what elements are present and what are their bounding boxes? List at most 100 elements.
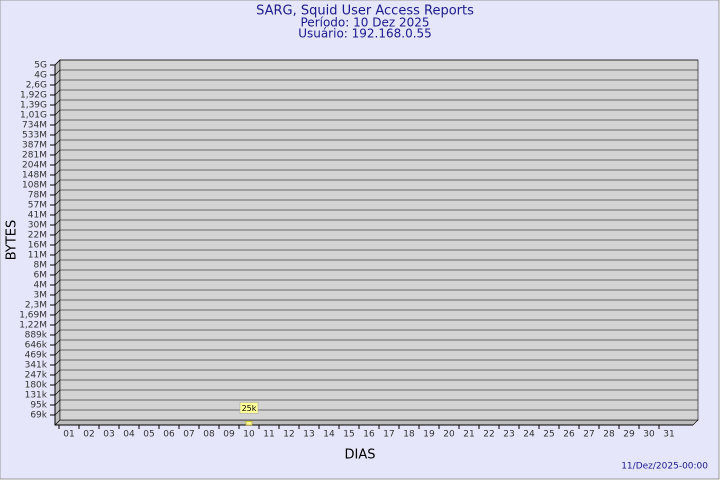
grid-line-depth <box>54 199 61 206</box>
grid-line-depth <box>54 89 61 96</box>
y-tick-label: 131k <box>25 391 48 401</box>
x-tick-label: 21 <box>463 430 474 440</box>
y-tick-label: 4M <box>34 281 48 291</box>
y-tick-label: 533M <box>22 131 47 141</box>
grid-line-depth <box>54 379 61 386</box>
chart-subtitle: Período: 10 Dez 2025 <box>301 16 430 30</box>
x-tick-label: 07 <box>183 430 194 440</box>
y-axis-label: BYTES <box>5 220 20 261</box>
y-tick-label: 95k <box>30 401 47 411</box>
y-tick-label: 1,01G <box>20 111 47 121</box>
y-tick-label: 30M <box>28 221 47 231</box>
y-tick-label: 889k <box>25 331 48 341</box>
y-tick-label: 180k <box>25 381 48 391</box>
grid-line-depth <box>54 359 61 366</box>
y-tick-label: 2,3M <box>25 301 47 311</box>
bar <box>245 421 253 426</box>
x-axis-label: DIAS <box>345 448 376 463</box>
y-tick-label: 281M <box>22 151 47 161</box>
x-tick-label: 22 <box>483 430 494 440</box>
y-tick-label: 734M <box>22 121 47 131</box>
grid-line-depth <box>54 119 61 126</box>
x-tick-label: 06 <box>163 430 175 440</box>
y-tick-label: 341k <box>25 361 48 371</box>
x-tick-label: 29 <box>623 430 635 440</box>
value-label: 25k <box>242 404 257 413</box>
grid-line-depth <box>54 129 61 136</box>
x-tick-label: 18 <box>403 430 415 440</box>
grid-line-depth <box>54 249 61 256</box>
grid-line-depth <box>54 409 61 416</box>
y-tick-label: 469k <box>25 351 48 361</box>
y-tick-label: 646k <box>25 341 48 351</box>
x-tick-label: 05 <box>143 430 154 440</box>
y-tick-label: 1,39G <box>20 101 47 111</box>
grid-line-depth <box>54 269 61 276</box>
y-tick-label: 108M <box>22 181 47 191</box>
grid-line-depth <box>54 319 61 326</box>
x-tick-label: 13 <box>303 430 314 440</box>
y-tick-label: 4G <box>34 71 47 81</box>
chart-user: Usuário: 192.168.0.55 <box>298 27 432 41</box>
x-tick-label: 03 <box>103 430 114 440</box>
grid-line-depth <box>54 219 61 226</box>
x-tick-label: 15 <box>343 430 354 440</box>
x-tick-label: 09 <box>223 430 235 440</box>
y-tick-label: 78M <box>28 191 47 201</box>
grid-line-depth <box>54 259 61 266</box>
x-tick-label: 02 <box>83 430 94 440</box>
grid-line-depth <box>54 399 61 406</box>
grid-line-depth <box>54 169 61 176</box>
grid-line-depth <box>54 299 61 306</box>
x-tick-label: 20 <box>443 430 455 440</box>
x-tick-label: 31 <box>663 430 674 440</box>
x-tick-label: 19 <box>423 430 435 440</box>
y-tick-label: 204M <box>22 161 47 171</box>
grid-line-depth <box>54 369 61 376</box>
grid-line-depth <box>54 289 61 296</box>
y-tick-label: 247k <box>25 371 48 381</box>
y-tick-label: 41M <box>28 211 47 221</box>
grid-line-depth <box>54 139 61 146</box>
y-tick-label: 69k <box>30 411 47 421</box>
y-tick-label: 5G <box>34 61 47 71</box>
y-tick-label: 11M <box>28 251 47 261</box>
value-label-box <box>239 402 259 414</box>
grid-line-depth <box>54 209 61 216</box>
grid-line-depth <box>54 279 61 286</box>
grid-line-depth <box>54 79 61 86</box>
y-tick-label: 6M <box>34 271 48 281</box>
x-tick-label: 12 <box>283 430 294 440</box>
grid-line-depth <box>54 159 61 166</box>
grid-line-depth <box>54 349 61 356</box>
x-tick-label: 04 <box>123 430 135 440</box>
y-tick-label: 57M <box>28 201 47 211</box>
x-tick-label: 30 <box>643 430 655 440</box>
chart-title: SARG, Squid User Access Reports <box>256 4 474 19</box>
x-tick-label: 24 <box>523 430 535 440</box>
x-tick-label: 17 <box>383 430 394 440</box>
grid-line-depth <box>54 389 61 396</box>
grid-line-depth <box>54 189 61 196</box>
y-tick-label: 387M <box>22 141 47 151</box>
grid-line-depth <box>54 179 61 186</box>
y-tick-label: 16M <box>28 241 47 251</box>
y-tick-label: 1,22M <box>19 321 47 331</box>
grid-line-depth <box>54 229 61 236</box>
y-tick-label: 1,69M <box>19 311 47 321</box>
x-tick-label: 08 <box>203 430 215 440</box>
x-tick-label: 01 <box>63 430 74 440</box>
grid-line-depth <box>54 149 61 156</box>
x-tick-label: 23 <box>503 430 514 440</box>
x-tick-label: 25 <box>543 430 554 440</box>
y-tick-label: 3M <box>34 291 48 301</box>
grid-line-depth <box>54 99 61 106</box>
x-tick-label: 26 <box>563 430 575 440</box>
grid-line-depth <box>54 69 61 76</box>
grid-line-depth <box>54 329 61 336</box>
grid-line-depth <box>54 339 61 346</box>
grid-line-depth <box>54 239 61 246</box>
grid-line-depth <box>54 309 61 316</box>
